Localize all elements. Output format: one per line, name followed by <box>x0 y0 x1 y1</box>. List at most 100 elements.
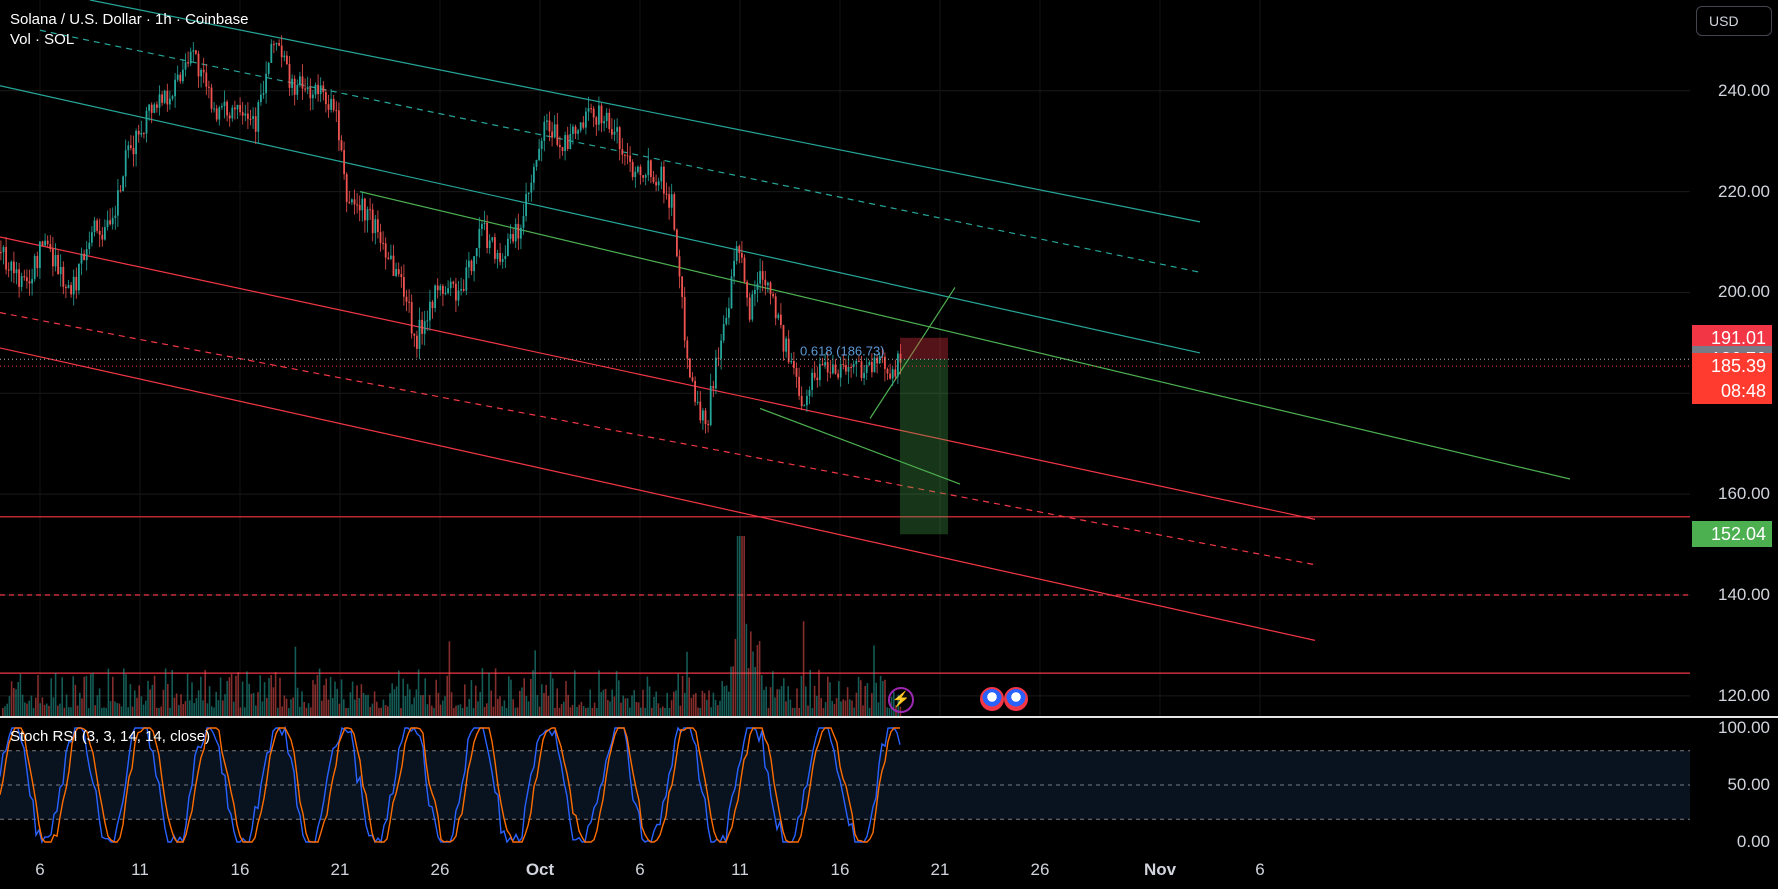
candle-body <box>49 244 52 250</box>
volume-bar <box>90 673 92 716</box>
candle-body <box>267 62 270 74</box>
candle-body <box>860 361 863 379</box>
candle-body <box>226 101 228 116</box>
price-axis[interactable]: 240.00 220.00 200.00 160.00 140.00 120.00 <box>1690 0 1778 716</box>
candle-body <box>413 333 416 336</box>
volume-bar <box>72 676 74 716</box>
volume-bar <box>697 707 699 716</box>
stoch-rsi-chart[interactable] <box>0 718 1690 852</box>
time-tick-label: 21 <box>930 860 950 879</box>
stoch-axis[interactable]: 100.00 50.00 0.00 <box>1690 718 1778 852</box>
candle-body <box>57 254 59 275</box>
candle-body <box>598 105 600 125</box>
stoch-rsi-legend[interactable]: Stoch RSI (3, 3, 14, 14, close) <box>10 728 211 745</box>
volume-bar <box>92 672 94 716</box>
candle-body <box>863 372 865 379</box>
candle-body <box>683 296 686 341</box>
volume-bar <box>329 676 332 716</box>
candle-body <box>787 338 790 363</box>
candle-body <box>855 360 858 365</box>
candle-body <box>707 424 709 426</box>
us-flag-icon[interactable] <box>980 687 1004 711</box>
candle-body <box>878 356 881 364</box>
candle-body <box>72 276 75 295</box>
candle-body <box>234 107 236 110</box>
time-axis[interactable]: 6 11 16 21 26 Oct 6 11 16 21 26 Nov 6 <box>0 852 1690 889</box>
candle-body <box>442 285 444 294</box>
candle-body <box>743 257 746 282</box>
volume-bar <box>884 679 886 716</box>
price-chart[interactable]: 0.618 (186.73) <box>0 0 1690 716</box>
candle-body <box>639 166 642 176</box>
candle-body <box>626 155 629 157</box>
candle-body <box>483 222 486 225</box>
candle-body <box>327 104 330 110</box>
volume-bar <box>490 690 492 716</box>
pane-divider[interactable] <box>0 716 1778 718</box>
volume-bar <box>156 707 158 716</box>
volume-bar <box>411 704 413 716</box>
candle-body <box>650 160 652 178</box>
volume-bar <box>684 692 686 716</box>
volume-bar <box>327 699 330 716</box>
candle-body <box>751 294 754 320</box>
volume-bar <box>723 686 726 716</box>
stoch-tick-label: 50.00 <box>1727 775 1770 794</box>
volume-bar <box>466 706 468 716</box>
candle-body <box>665 193 668 195</box>
volume-bar <box>767 707 770 716</box>
volume-bar <box>164 668 167 716</box>
volume-bar <box>866 683 869 716</box>
candle-body <box>756 283 759 290</box>
candle-body <box>299 76 301 85</box>
volume-bar <box>292 697 294 716</box>
candle-body <box>473 256 475 272</box>
volume-bar <box>428 694 431 716</box>
candle-body <box>249 118 252 120</box>
volume-bar <box>79 692 81 716</box>
volume-bar <box>76 705 79 716</box>
candle-body <box>379 232 382 243</box>
volume-bar <box>569 707 572 716</box>
volume-bar <box>17 681 19 716</box>
volume-bar <box>725 685 728 716</box>
volume-bar <box>785 701 787 716</box>
volume-bar <box>345 707 347 716</box>
volume-bar <box>52 697 55 716</box>
volume-bar <box>844 700 847 716</box>
volume-bar <box>468 698 470 716</box>
volume-bar <box>886 707 888 716</box>
volume-bar <box>824 702 827 716</box>
volume-bar <box>609 701 611 716</box>
candle-body <box>696 401 699 403</box>
volume-bar <box>127 707 129 716</box>
volume-bar <box>237 672 239 716</box>
volume-label[interactable]: Vol · SOL <box>10 31 75 48</box>
candle-body <box>897 353 899 377</box>
candle-body <box>670 194 673 208</box>
volume-bar <box>340 679 343 716</box>
volume-bar <box>446 675 448 716</box>
candle-body <box>548 120 551 132</box>
candle-body <box>109 220 111 225</box>
candle-body <box>533 166 535 183</box>
candle-body <box>286 55 288 65</box>
volume-bar <box>378 707 380 716</box>
flash-event-icon[interactable]: ⚡ <box>888 687 914 713</box>
candle-body <box>686 340 689 359</box>
candle-body <box>465 267 468 291</box>
price-tick-label: 120.00 <box>1718 685 1770 705</box>
candle-body <box>304 88 306 90</box>
candle-body <box>176 74 179 80</box>
currency-button[interactable]: USD <box>1696 6 1772 36</box>
volume-bar <box>303 702 305 716</box>
volume-bar <box>703 693 706 716</box>
symbol-title[interactable]: Solana / U.S. Dollar · 1h · Coinbase <box>10 11 249 28</box>
candle-body <box>741 252 743 258</box>
us-flag-icon[interactable] <box>1004 687 1028 711</box>
volume-bar <box>545 684 547 716</box>
volume-bar <box>664 707 666 716</box>
time-tick-label: Nov <box>1143 860 1177 879</box>
candle-body <box>46 240 49 245</box>
volume-bar <box>794 707 796 716</box>
